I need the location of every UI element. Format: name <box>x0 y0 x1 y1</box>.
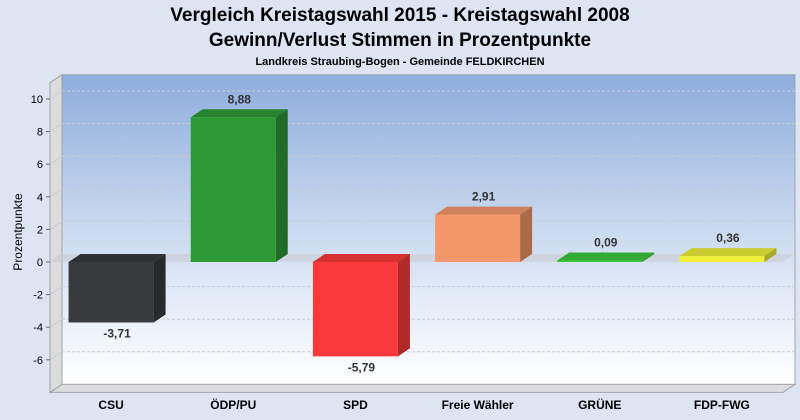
side-wall <box>49 73 63 394</box>
y-tick-label: 0 <box>37 257 43 269</box>
y-tick-label: 6 <box>37 159 43 171</box>
gridline-side <box>49 188 63 198</box>
bar-top <box>435 206 533 215</box>
bar-top <box>68 254 166 262</box>
data-label: 8,88 <box>228 92 252 106</box>
data-label: 0,36 <box>716 231 740 245</box>
bar <box>679 256 765 262</box>
data-label: 2,91 <box>472 190 496 204</box>
bar <box>557 260 643 262</box>
x-tick-label: CSU <box>98 398 123 412</box>
bar-side <box>153 254 166 323</box>
x-tick-label: FDP-FWG <box>694 398 750 412</box>
chart-title: Vergleich Kreistagswahl 2015 - Kreistags… <box>170 5 629 26</box>
gridline-side <box>49 351 63 361</box>
bar-top <box>190 109 288 118</box>
y-tick-label: 10 <box>31 94 43 106</box>
bar-top <box>312 254 410 262</box>
x-tick-label: SPD <box>343 398 368 412</box>
y-tick-label: -2 <box>33 290 43 302</box>
gridline-side <box>49 318 63 328</box>
bar-side <box>520 206 533 262</box>
x-tick-label: GRÜNE <box>578 397 621 412</box>
y-tick-label: -6 <box>33 355 43 367</box>
bar-top <box>679 248 777 257</box>
bar-top <box>557 252 655 261</box>
data-label: -5,79 <box>348 360 376 374</box>
y-axis-label: Prozentpunkte <box>11 193 25 271</box>
chart-subtitle: Gewinn/Verlust Stimmen in Prozentpunkte <box>209 30 591 51</box>
data-label: -3,71 <box>103 326 131 340</box>
floor <box>48 383 797 393</box>
y-tick-label: -4 <box>33 322 43 334</box>
bar <box>312 262 398 357</box>
y-tick-label: 4 <box>37 192 43 204</box>
x-tick-label: ÖDP/PU <box>210 397 256 412</box>
x-tick-label: Freie Wähler <box>442 398 514 412</box>
bar <box>68 262 154 323</box>
bar-side <box>275 109 288 262</box>
gridline-side <box>49 90 63 100</box>
gridline-side <box>49 220 63 230</box>
back-wall <box>61 74 796 385</box>
bar-side <box>642 252 655 262</box>
chart-caption: Landkreis Straubing-Bogen - Gemeinde FEL… <box>255 56 544 68</box>
y-tick-label: 2 <box>37 224 43 236</box>
bar-side <box>764 248 777 262</box>
bar <box>435 214 521 262</box>
gridline-side <box>49 123 63 133</box>
y-tick-label: 8 <box>37 127 43 139</box>
data-label: 0,09 <box>594 236 618 250</box>
gridline-side <box>49 286 63 296</box>
bar <box>190 117 276 262</box>
gridline-side <box>49 155 63 165</box>
bar-side <box>397 254 410 357</box>
